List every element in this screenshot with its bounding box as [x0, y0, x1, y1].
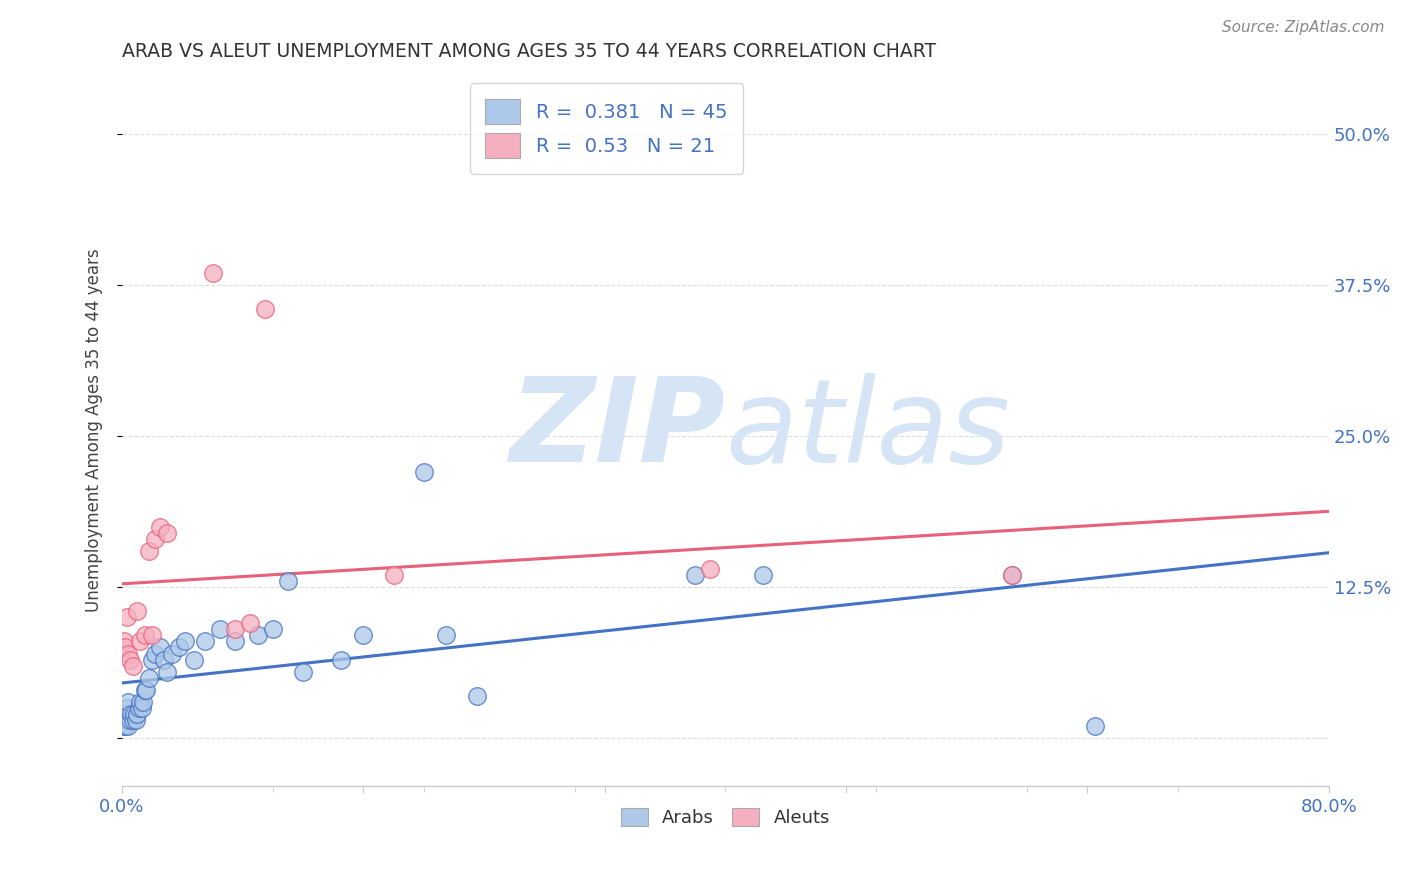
Point — [141, 628, 163, 642]
Point — [143, 532, 166, 546]
Point — [117, 647, 139, 661]
Point — [115, 701, 138, 715]
Point — [132, 695, 155, 709]
Point — [118, 652, 141, 666]
Point — [224, 634, 246, 648]
Point — [254, 302, 277, 317]
Point — [1084, 719, 1107, 733]
Point — [117, 719, 139, 733]
Point — [160, 647, 183, 661]
Point — [134, 628, 156, 642]
Point — [138, 544, 160, 558]
Point — [120, 706, 142, 721]
Point — [1001, 568, 1024, 582]
Point — [117, 695, 139, 709]
Point — [382, 568, 405, 582]
Point — [224, 623, 246, 637]
Legend: Arabs, Aleuts: Arabs, Aleuts — [613, 801, 838, 835]
Point — [183, 652, 205, 666]
Point — [149, 519, 172, 533]
Point — [277, 574, 299, 588]
Text: Source: ZipAtlas.com: Source: ZipAtlas.com — [1222, 20, 1385, 35]
Point — [412, 465, 434, 479]
Point — [1001, 568, 1024, 582]
Point — [114, 640, 136, 655]
Point — [118, 713, 141, 727]
Point — [121, 713, 143, 727]
Text: atlas: atlas — [725, 373, 1011, 487]
Point — [129, 695, 152, 709]
Point — [699, 562, 721, 576]
Point — [194, 634, 217, 648]
Point — [143, 647, 166, 661]
Point — [292, 665, 315, 679]
Point — [246, 628, 269, 642]
Text: ZIP: ZIP — [509, 373, 725, 487]
Point — [174, 634, 197, 648]
Point — [156, 665, 179, 679]
Point — [127, 706, 149, 721]
Text: ARAB VS ALEUT UNEMPLOYMENT AMONG AGES 35 TO 44 YEARS CORRELATION CHART: ARAB VS ALEUT UNEMPLOYMENT AMONG AGES 35… — [122, 42, 936, 61]
Point — [262, 623, 284, 637]
Point — [115, 610, 138, 624]
Point — [127, 604, 149, 618]
Point — [352, 628, 374, 642]
Point — [209, 623, 232, 637]
Point — [124, 713, 146, 727]
Point — [201, 266, 224, 280]
Point — [329, 652, 352, 666]
Point — [138, 671, 160, 685]
Point — [134, 682, 156, 697]
Point — [128, 701, 150, 715]
Point — [114, 706, 136, 721]
Point — [156, 525, 179, 540]
Y-axis label: Unemployment Among Ages 35 to 44 years: Unemployment Among Ages 35 to 44 years — [86, 248, 103, 612]
Point — [434, 628, 457, 642]
Point — [114, 719, 136, 733]
Point — [135, 682, 157, 697]
Point — [129, 634, 152, 648]
Point — [131, 701, 153, 715]
Point — [122, 706, 145, 721]
Point — [115, 713, 138, 727]
Point — [121, 658, 143, 673]
Point — [239, 616, 262, 631]
Point — [683, 568, 706, 582]
Point — [153, 652, 176, 666]
Point — [141, 652, 163, 666]
Point — [112, 634, 135, 648]
Point — [149, 640, 172, 655]
Point — [169, 640, 191, 655]
Point — [112, 719, 135, 733]
Point — [465, 689, 488, 703]
Point — [752, 568, 775, 582]
